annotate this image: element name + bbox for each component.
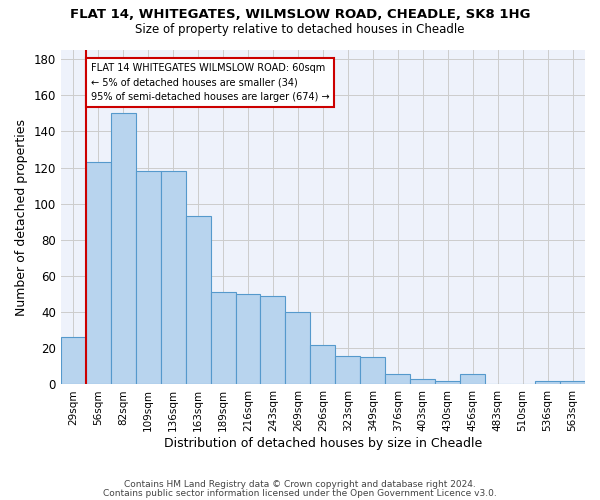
X-axis label: Distribution of detached houses by size in Cheadle: Distribution of detached houses by size … bbox=[164, 437, 482, 450]
Bar bbox=[286, 312, 310, 384]
Bar bbox=[460, 374, 485, 384]
Text: Contains HM Land Registry data © Crown copyright and database right 2024.: Contains HM Land Registry data © Crown c… bbox=[124, 480, 476, 489]
Bar bbox=[385, 374, 410, 384]
Bar bbox=[260, 296, 286, 384]
Y-axis label: Number of detached properties: Number of detached properties bbox=[15, 118, 28, 316]
Bar bbox=[211, 292, 236, 384]
Text: Contains public sector information licensed under the Open Government Licence v3: Contains public sector information licen… bbox=[103, 489, 497, 498]
Bar bbox=[560, 381, 585, 384]
Bar bbox=[335, 356, 361, 384]
Bar bbox=[86, 162, 111, 384]
Text: FLAT 14, WHITEGATES, WILMSLOW ROAD, CHEADLE, SK8 1HG: FLAT 14, WHITEGATES, WILMSLOW ROAD, CHEA… bbox=[70, 8, 530, 20]
Text: Size of property relative to detached houses in Cheadle: Size of property relative to detached ho… bbox=[135, 22, 465, 36]
Bar bbox=[435, 381, 460, 384]
Bar bbox=[535, 381, 560, 384]
Bar bbox=[185, 216, 211, 384]
Bar bbox=[161, 171, 185, 384]
Bar bbox=[111, 114, 136, 384]
Bar bbox=[236, 294, 260, 384]
Text: FLAT 14 WHITEGATES WILMSLOW ROAD: 60sqm
← 5% of detached houses are smaller (34): FLAT 14 WHITEGATES WILMSLOW ROAD: 60sqm … bbox=[91, 62, 329, 102]
Bar bbox=[136, 171, 161, 384]
Bar bbox=[361, 358, 385, 384]
Bar bbox=[310, 344, 335, 385]
Bar bbox=[61, 338, 86, 384]
Bar bbox=[410, 379, 435, 384]
